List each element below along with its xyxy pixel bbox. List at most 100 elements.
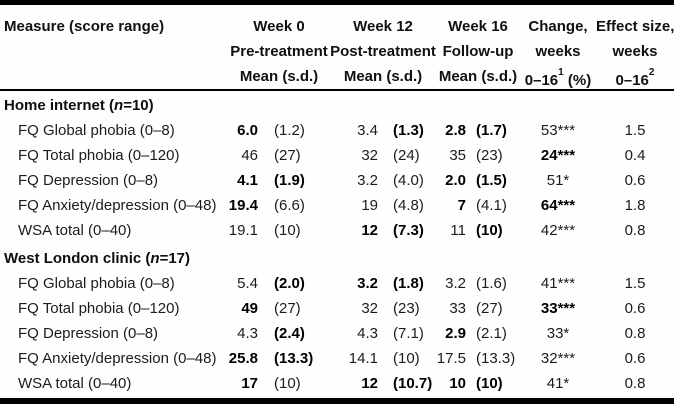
header-week0: Week 0 Pre-treatment Mean (s.d.): [228, 14, 330, 89]
n-symbol: n: [150, 250, 160, 267]
week12-cell: 4.3 (7.1): [330, 325, 436, 342]
week16-sd: (23): [476, 147, 503, 164]
week12-cell: 3.2 (1.8): [330, 275, 436, 292]
week0-mean: 49: [241, 300, 258, 317]
week16-mean: 7: [457, 197, 466, 214]
week0-sd: (6.6): [274, 197, 305, 214]
header-week16-line3: Mean (s.d.): [438, 68, 518, 85]
week0-cell: 46 (27): [228, 147, 330, 164]
table-row: FQ Total phobia (0–120) 49 (27) 32 (23) 33…: [0, 296, 674, 321]
week0-sd: (1.9): [274, 172, 305, 189]
week0-mean: 4.3: [237, 325, 258, 342]
change-value: 33*: [546, 325, 570, 342]
week0-mean: 46: [241, 147, 258, 164]
week12-sd: (4.0): [393, 172, 424, 189]
header-week12-line1: Week 12: [353, 18, 413, 35]
week0-cell: 4.3 (2.4): [228, 325, 330, 342]
measure-label: WSA total (0–40): [18, 375, 132, 392]
measure-label: FQ Depression (0–8): [18, 325, 159, 342]
header-week12-line3: Mean (s.d.): [343, 68, 423, 85]
effect-size-value: 0.6: [624, 350, 646, 367]
header-change-line1: Change,: [528, 18, 588, 35]
week12-mean: 32: [361, 147, 378, 164]
week0-sd: (27): [274, 300, 301, 317]
table-row: FQ Total phobia (0–120) 46 (27) 32 (24) 35…: [0, 143, 674, 168]
week0-sd: (2.4): [274, 325, 305, 342]
week12-sd: (24): [393, 147, 420, 164]
effect-size-value: 0.6: [624, 172, 646, 189]
week0-mean: 5.4: [237, 275, 258, 292]
week0-sd: (13.3): [274, 350, 314, 367]
week16-mean: 35: [449, 147, 466, 164]
change-value: 41*: [546, 375, 570, 392]
section-title-west-london-clinic: West London clinic (n=17): [0, 250, 228, 267]
effect-size-value: 0.8: [624, 325, 646, 342]
effect-size-value: 1.8: [624, 197, 646, 214]
week16-sd: (2.1): [476, 325, 507, 342]
week12-cell: 14.1 (10): [330, 350, 436, 367]
week12-mean: 14.1: [348, 350, 378, 367]
week0-sd: (1.2): [274, 122, 305, 139]
week0-cell: 19.1 (10): [228, 222, 330, 239]
table-row: FQ Global phobia (0–8) 5.4 (2.0) 3.2 (1.8)…: [0, 271, 674, 296]
week0-mean: 6.0: [237, 122, 258, 139]
week16-sd: (13.3): [476, 350, 516, 367]
week12-sd: (7.1): [393, 325, 424, 342]
week12-cell: 3.2 (4.0): [330, 172, 436, 189]
week0-cell: 5.4 (2.0): [228, 275, 330, 292]
header-week16-line2: Follow-up: [442, 43, 514, 60]
week16-cell: 10 (10): [436, 375, 520, 392]
week16-mean: 17.5: [436, 350, 466, 367]
week12-mean: 3.4: [357, 122, 378, 139]
week16-cell: 3.2 (1.6): [436, 275, 520, 292]
week16-mean: 2.8: [445, 122, 466, 139]
table-row: WSA total (0–40) 17 (10) 12 (10.7) 10 (10) …: [0, 371, 674, 396]
table-row: FQ Depression (0–8) 4.1 (1.9) 3.2 (4.0) 2.…: [0, 168, 674, 193]
change-value: 42***: [540, 222, 576, 239]
change-value: 32***: [540, 350, 576, 367]
week16-cell: 35 (23): [436, 147, 520, 164]
week0-sd: (10): [274, 375, 301, 392]
measure-label: FQ Anxiety/depression (0–48): [18, 197, 217, 214]
week12-sd: (1.3): [393, 122, 424, 139]
week12-sd: (23): [393, 300, 420, 317]
measure-label: FQ Anxiety/depression (0–48): [18, 350, 217, 367]
week16-cell: 2.8 (1.7): [436, 122, 520, 139]
change-value: 24***: [540, 147, 576, 164]
week0-mean: 19.1: [228, 222, 258, 239]
header-effect-line2: weeks: [612, 43, 658, 60]
week12-mean: 4.3: [357, 325, 378, 342]
change-value: 53***: [540, 122, 576, 139]
header-week12-line2: Post-treatment: [330, 43, 436, 60]
week0-cell: 4.1 (1.9): [228, 172, 330, 189]
measure-label: FQ Total phobia (0–120): [18, 300, 180, 317]
week12-mean: 12: [361, 375, 378, 392]
week12-mean: 12: [361, 222, 378, 239]
week12-cell: 12 (7.3): [330, 222, 436, 239]
week16-sd: (27): [476, 300, 503, 317]
header-change-line2: weeks: [535, 43, 581, 60]
week16-cell: 33 (27): [436, 300, 520, 317]
table-row: FQ Anxiety/depression (0–48) 19.4 (6.6) 1…: [0, 193, 674, 218]
header-week16-line1: Week 16: [448, 18, 508, 35]
week0-cell: 19.4 (6.6): [228, 197, 330, 214]
week16-mean: 2.0: [445, 172, 466, 189]
week12-mean: 3.2: [357, 275, 378, 292]
header-measure: Measure (score range): [4, 18, 165, 35]
week16-mean: 2.9: [445, 325, 466, 342]
table-header: Measure (score range) Week 0 Pre-treatme…: [0, 5, 674, 91]
section-title-row: Home internet (n=10): [0, 93, 674, 118]
week12-sd: (7.3): [393, 222, 424, 239]
week0-cell: 49 (27): [228, 300, 330, 317]
n-symbol: n: [114, 97, 124, 114]
table-row: WSA total (0–40) 19.1 (10) 12 (7.3) 11 (10)…: [0, 218, 674, 243]
week12-cell: 12 (10.7): [330, 375, 436, 392]
change-value: 64***: [540, 197, 576, 214]
header-change-footnote-marker: 1: [558, 67, 564, 78]
header-change-line3: 0–161 (%): [520, 64, 596, 93]
week12-sd: (10.7): [393, 375, 433, 392]
week16-sd: (1.6): [476, 275, 507, 292]
effect-size-value: 0.8: [624, 222, 646, 239]
week16-sd: (4.1): [476, 197, 507, 214]
